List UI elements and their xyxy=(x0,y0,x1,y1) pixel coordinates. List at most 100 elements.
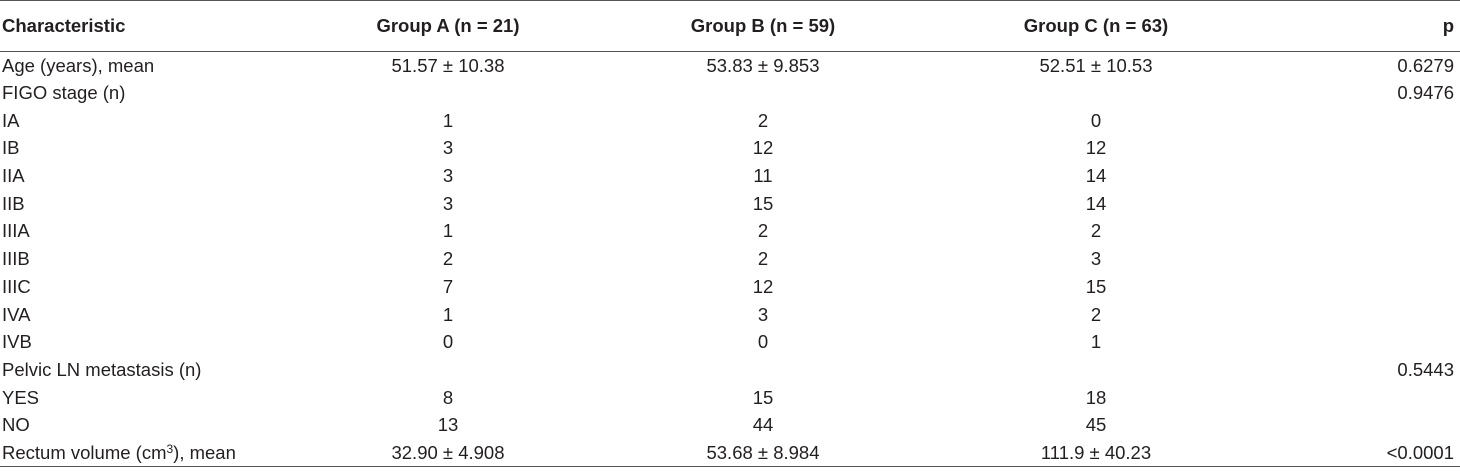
cell-group-c: 111.9 ± 40.23 xyxy=(930,439,1266,468)
cell-group-b: 53.68 ± 8.984 xyxy=(600,439,930,468)
cell-p xyxy=(1266,328,1460,356)
table-row: YES 8 15 18 xyxy=(0,384,1460,412)
header-characteristic: Characteristic xyxy=(0,0,300,52)
row-label: Age (years), mean xyxy=(2,54,155,76)
cell-group-c: 45 xyxy=(1085,414,1107,436)
cell-group-c: 18 xyxy=(1085,386,1107,408)
cell-group-c: 12 xyxy=(1085,137,1107,159)
cell-group-b: 53.83 ± 9.853 xyxy=(706,54,820,76)
row-label: IIA xyxy=(2,165,25,187)
cell-p: 0.5443 xyxy=(1397,358,1454,380)
cell-group-a: 3 xyxy=(442,165,454,187)
row-label: IIIB xyxy=(2,248,30,270)
cell-group-a: 2 xyxy=(442,248,454,270)
cell-p: <0.0001 xyxy=(1266,439,1460,468)
header-group-a: Group A (n = 21) xyxy=(300,0,600,52)
cell-group-a: 1 xyxy=(442,220,454,242)
cell-group-c: 2 xyxy=(1090,303,1102,325)
cell-p: 0.6279 xyxy=(1397,54,1454,76)
table-row: IIIA 1 2 2 xyxy=(0,218,1460,246)
table-row: IVA 1 3 2 xyxy=(0,301,1460,329)
table-row: IIIB 2 2 3 xyxy=(0,245,1460,273)
cell-group-a: 1 xyxy=(442,109,454,131)
cell-p: 0.9476 xyxy=(1397,82,1454,104)
cell-group-c: 0 xyxy=(1090,109,1102,131)
row-label: NO xyxy=(2,414,30,436)
row-label: Pelvic LN metastasis (n) xyxy=(2,358,202,380)
cell-group-b: 11 xyxy=(753,165,773,187)
cell-group-b: 15 xyxy=(752,386,774,408)
cell-p xyxy=(1266,245,1460,273)
cell-group-c: 15 xyxy=(1085,275,1107,297)
cell-group-c xyxy=(930,356,1266,384)
row-label: YES xyxy=(2,386,40,408)
table-row: Pelvic LN metastasis (n) 0.5443 xyxy=(0,356,1460,384)
cell-group-b: 0 xyxy=(757,331,769,353)
table-row: IA 1 2 0 xyxy=(0,107,1460,135)
cell-group-b: 2 xyxy=(757,220,769,242)
row-label: IVA xyxy=(2,303,31,325)
cell-group-c: 3 xyxy=(1090,248,1102,270)
cell-p xyxy=(1266,162,1460,190)
cell-p xyxy=(1266,218,1460,246)
cell-group-b xyxy=(600,79,930,107)
row-label: IIIA xyxy=(2,220,30,242)
row-label-sup: 3 xyxy=(166,441,174,456)
row-label-pre: Rectum volume (cm xyxy=(2,441,167,463)
cell-group-a xyxy=(300,79,600,107)
cell-group-a: 1 xyxy=(442,303,454,325)
cell-group-b: 15 xyxy=(752,192,774,214)
cell-group-c: 2 xyxy=(1090,220,1102,242)
cell-p xyxy=(1266,384,1460,412)
table-row: FIGO stage (n) 0.9476 xyxy=(0,79,1460,107)
cell-group-b: 12 xyxy=(752,275,774,297)
cell-group-a: 0 xyxy=(442,331,454,353)
cell-group-a: 32.90 ± 4.908 xyxy=(300,439,600,468)
cell-p xyxy=(1266,107,1460,135)
cell-group-c: 52.51 ± 10.53 xyxy=(1039,54,1153,76)
cell-group-c: 14 xyxy=(1085,165,1107,187)
header-p: p xyxy=(1266,0,1460,52)
cell-p xyxy=(1266,411,1460,439)
table-row: IIA 3 11 14 xyxy=(0,162,1460,190)
cell-group-a: 51.57 ± 10.38 xyxy=(391,54,505,76)
row-label-post: ), mean xyxy=(173,441,236,463)
row-label: IVB xyxy=(2,331,32,353)
table-row: NO 13 44 45 xyxy=(0,411,1460,439)
row-label: FIGO stage (n) xyxy=(2,82,126,104)
cell-group-b: 2 xyxy=(757,248,769,270)
row-label: IB xyxy=(2,137,20,159)
row-label: IIB xyxy=(2,192,25,214)
cell-group-b: 2 xyxy=(757,109,769,131)
table-row: IVB 0 0 1 xyxy=(0,328,1460,356)
cell-group-b: 3 xyxy=(757,303,769,325)
cell-group-c: 14 xyxy=(1085,192,1107,214)
cell-group-b: 44 xyxy=(752,414,774,436)
cell-group-b: 12 xyxy=(752,137,774,159)
cell-group-a: 7 xyxy=(442,275,454,297)
cell-group-a: 3 xyxy=(442,137,454,159)
table-row: Age (years), mean 51.57 ± 10.38 53.83 ± … xyxy=(0,52,1460,80)
header-group-b: Group B (n = 59) xyxy=(600,0,930,52)
cell-group-a: 3 xyxy=(442,192,454,214)
cell-group-a: 8 xyxy=(442,386,454,408)
cell-p xyxy=(1266,301,1460,329)
cell-group-a xyxy=(300,356,600,384)
cell-group-a: 13 xyxy=(437,414,459,436)
cell-p xyxy=(1266,135,1460,163)
row-label: IIIC xyxy=(2,275,31,297)
cell-p xyxy=(1266,190,1460,218)
cell-group-b xyxy=(600,356,930,384)
cell-group-c: 1 xyxy=(1090,331,1102,353)
table-row: IIIC 7 12 15 xyxy=(0,273,1460,301)
table-row: IIB 3 15 14 xyxy=(0,190,1460,218)
header-group-c: Group C (n = 63) xyxy=(930,0,1266,52)
table-row: IB 3 12 12 xyxy=(0,135,1460,163)
header-row: Characteristic Group A (n = 21) Group B … xyxy=(0,0,1460,52)
row-label: IA xyxy=(2,109,20,131)
row-label: Rectum volume (cm3), mean xyxy=(0,439,300,468)
cell-p xyxy=(1266,273,1460,301)
table-row: Rectum volume (cm3), mean 32.90 ± 4.908 … xyxy=(0,439,1460,468)
